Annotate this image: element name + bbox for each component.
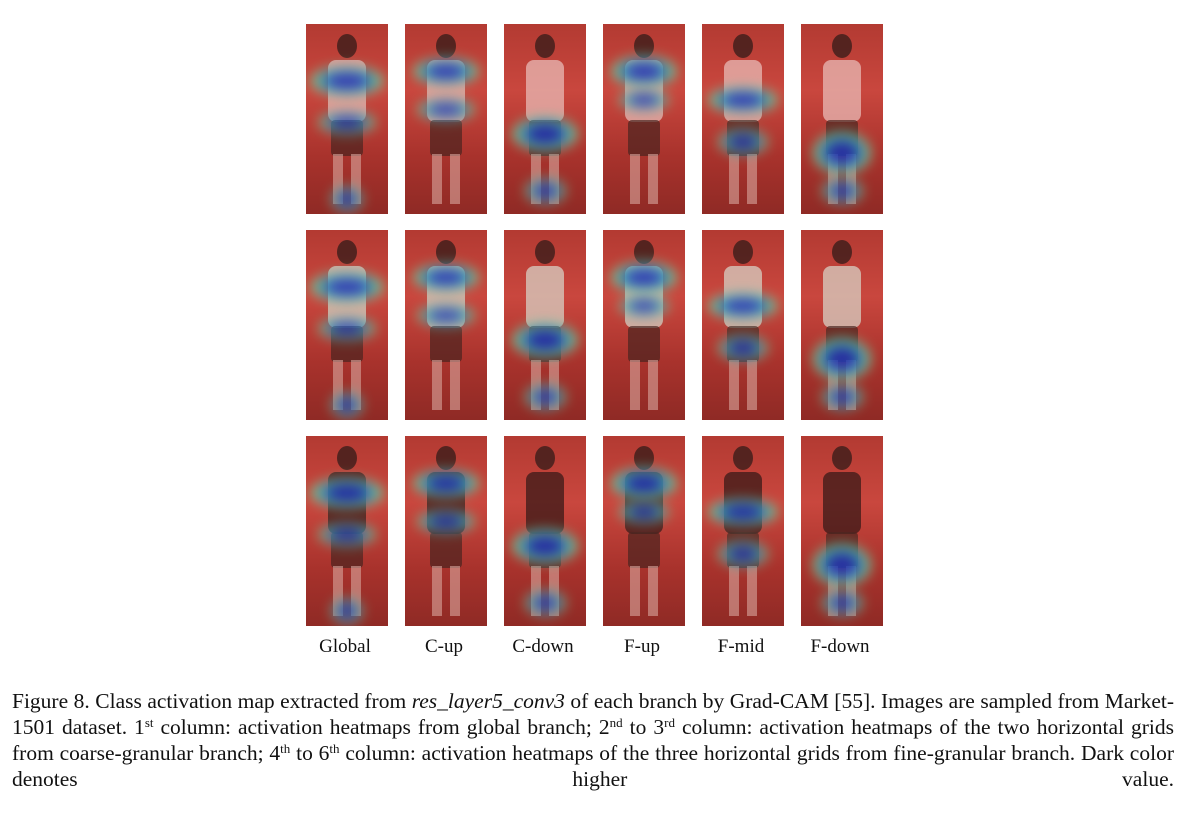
pedestrian-silhouette-icon (625, 34, 663, 204)
activation-blob (512, 117, 578, 152)
activation-blob (512, 323, 578, 358)
activation-blob (318, 111, 376, 135)
caption-superscript: th (280, 741, 291, 756)
heatmap-cell (405, 230, 487, 420)
column-label-global: Global (319, 636, 371, 657)
heatmap-cell (504, 230, 586, 420)
heatmap-cell (306, 436, 388, 626)
pedestrian-silhouette-icon (625, 446, 663, 616)
heatmap-cell (306, 24, 388, 214)
activation-blob (821, 177, 863, 205)
activation-blob (718, 334, 768, 362)
pedestrian-silhouette-icon (724, 240, 762, 410)
caption-text: column: activation heatmaps of the three… (12, 741, 1174, 791)
activation-blob (813, 338, 871, 381)
heatmap-figure: Global C-up C-down F-up F-mid F-down (306, 24, 883, 657)
column-label-c-up: C-up (425, 636, 463, 657)
activation-blob (524, 177, 566, 205)
activation-blob (417, 510, 475, 533)
heatmap-cell (603, 24, 685, 214)
activation-blob (813, 544, 871, 587)
caption-superscript: st (144, 715, 154, 730)
heatmap-cell (702, 230, 784, 420)
activation-blob (619, 500, 669, 524)
heatmap-cell (405, 24, 487, 214)
activation-blob (821, 383, 863, 411)
activation-blob (413, 58, 479, 85)
column-label-f-down: F-down (810, 636, 870, 657)
caption-text: column: activation heatmaps of the two h… (12, 715, 1174, 765)
activation-blob (611, 262, 677, 293)
activation-blob (413, 470, 479, 497)
heatmap-cell (504, 436, 586, 626)
heatmap-cell (702, 24, 784, 214)
activation-blob (708, 292, 778, 320)
activation-blob (413, 264, 479, 291)
heatmap-cell (801, 230, 883, 420)
caption-superscript: nd (609, 715, 623, 730)
heatmap-cell (504, 24, 586, 214)
caption-superscript: rd (664, 715, 675, 730)
activation-blob (708, 86, 778, 114)
activation-blob (718, 128, 768, 156)
pedestrian-silhouette-icon (625, 240, 663, 410)
figure-caption: Figure 8. Class activation map extracted… (12, 688, 1174, 792)
activation-blob (330, 185, 364, 213)
activation-blob (611, 56, 677, 87)
activation-blob (524, 383, 566, 411)
caption-superscript: th (329, 741, 340, 756)
heatmap-cell (801, 24, 883, 214)
activation-blob (417, 98, 475, 121)
activation-blob (330, 391, 364, 419)
column-label-f-up: F-up (624, 636, 660, 657)
heatmap-cell (603, 436, 685, 626)
activation-blob (318, 317, 376, 341)
activation-blob (611, 468, 677, 499)
heatmap-cell (603, 230, 685, 420)
activation-blob (512, 529, 578, 564)
activation-blob (813, 132, 871, 175)
activation-blob (718, 540, 768, 568)
activation-blob (821, 589, 863, 617)
caption-text: to 3 (622, 715, 665, 739)
column-label-c-down: C-down (512, 636, 574, 657)
activation-blob (417, 304, 475, 327)
activation-blob (310, 65, 384, 97)
caption-text: of each branch by Grad-CAM [55]. Images … (12, 689, 1174, 739)
heatmap-cell (405, 436, 487, 626)
pedestrian-silhouette-icon (724, 34, 762, 204)
heatmap-cell (801, 436, 883, 626)
activation-blob (619, 88, 669, 112)
heatmap-cell (306, 230, 388, 420)
activation-blob (330, 597, 364, 625)
pedestrian-silhouette-icon (724, 446, 762, 616)
heatmap-cell (702, 436, 784, 626)
activation-blob (708, 498, 778, 526)
caption-text: to 6 (290, 741, 330, 765)
caption-text: column: activation heatmaps from global … (153, 715, 610, 739)
column-label-f-mid: F-mid (717, 636, 765, 657)
caption-figure-number: Figure 8. (12, 689, 90, 713)
caption-text: Class activation map extracted from (89, 689, 412, 713)
activation-blob (318, 523, 376, 547)
caption-layer-name: res_layer5_conv3 (411, 689, 565, 713)
activation-blob (524, 589, 566, 617)
activation-blob (619, 294, 669, 318)
activation-blob (310, 271, 384, 303)
activation-blob (310, 477, 384, 509)
